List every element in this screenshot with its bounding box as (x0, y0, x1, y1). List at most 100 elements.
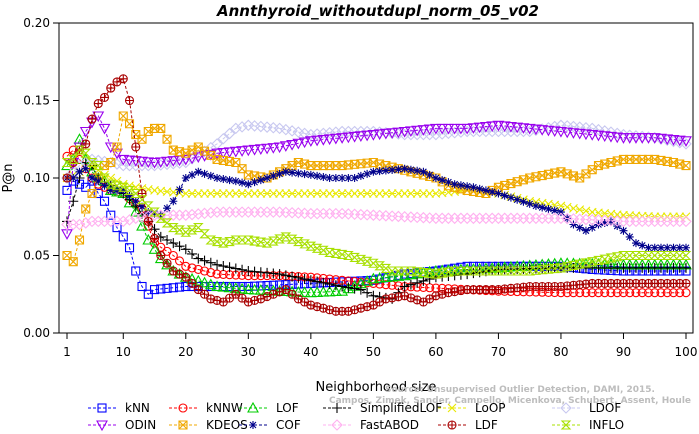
y-axis-label: P@n (1, 163, 16, 192)
point-SimplifiedLOF-18 (168, 238, 179, 249)
point-SimplifiedLOF-20 (180, 244, 191, 255)
point-INFLO-40 (305, 241, 317, 251)
point-COF-34 (269, 171, 278, 180)
y-tick-label: 0.05 (23, 249, 50, 263)
series-line-FastABOD (67, 211, 686, 225)
point-ODIN-79 (548, 126, 561, 138)
point-COF-58 (419, 167, 428, 176)
point-ODIN-30 (242, 145, 255, 157)
point-COF-30 (244, 180, 253, 189)
point-LOF-50 (367, 272, 380, 284)
point-INFLO-95 (649, 250, 661, 261)
point-INFLO-77 (536, 265, 548, 275)
point-LoOP-28 (231, 189, 241, 198)
point-SimplifiedLOF-39 (299, 274, 310, 285)
point-COF-17 (163, 204, 172, 213)
point-COF-42 (319, 172, 328, 181)
point-COF-5 (88, 174, 97, 182)
legend-label: INFLO (589, 418, 624, 432)
point-ODIN-42 (317, 135, 330, 146)
point-LoOP-45 (337, 189, 347, 198)
point-LoOP-44 (331, 189, 341, 198)
legend-marker-kNN (97, 403, 107, 413)
point-COF-62 (444, 178, 453, 187)
point-ODIN-62 (442, 123, 455, 135)
y-tick-label: 0.00 (23, 326, 50, 340)
point-COF-15 (150, 209, 159, 218)
point-LDOF-89 (611, 127, 623, 140)
point-kNN-10 (118, 232, 128, 242)
legend-label: LoOP (475, 401, 506, 415)
point-kNNW-85 (587, 288, 597, 298)
point-COF-67 (475, 184, 484, 193)
legend-marker-COF (249, 421, 257, 429)
point-COF-50 (369, 167, 378, 176)
legend-item-kNNW: kNNW (169, 401, 243, 415)
point-INFLO-99 (674, 250, 686, 261)
point-LDF-22 (193, 285, 203, 295)
point-LoOP-52 (381, 189, 391, 198)
point-INFLO-79 (549, 263, 561, 274)
point-ODIN-86 (592, 130, 605, 142)
point-COF-52 (381, 166, 390, 175)
legend-marker-ODIN (96, 420, 108, 432)
point-LDOF-43 (323, 126, 336, 139)
point-INFLO-4 (80, 148, 92, 158)
point-kNN-1 (62, 185, 72, 195)
point-LDOF-37 (286, 125, 298, 137)
point-LDF-14 (143, 216, 153, 226)
point-LoOP-48 (356, 189, 366, 198)
series-line-COF (67, 168, 686, 249)
point-ODIN-94 (642, 133, 655, 144)
point-INFLO-60 (430, 269, 442, 279)
point-COF-27 (225, 176, 234, 185)
point-ODIN-85 (586, 130, 599, 141)
legend-item-LDOF: LDOF (552, 401, 621, 415)
point-ODIN-7 (98, 123, 111, 135)
point-COF-66 (469, 183, 478, 192)
point-SimplifiedLOF-57 (412, 277, 423, 288)
point-SimplifiedLOF-31 (249, 266, 260, 277)
point-LDOF-60 (430, 128, 442, 141)
point-INFLO-20 (180, 227, 192, 237)
point-kNNW-94 (643, 288, 654, 298)
point-SimplifiedLOF-27 (224, 262, 235, 273)
point-LOF-32 (254, 284, 267, 295)
point-kNN-6 (93, 188, 103, 199)
point-SimplifiedLOF-58 (418, 275, 429, 286)
point-ODIN-41 (311, 135, 324, 147)
point-SimplifiedLOF-36 (280, 270, 291, 281)
point-LDOF-27 (223, 127, 236, 140)
point-COF-9 (113, 186, 122, 195)
point-ODIN-33 (261, 143, 274, 155)
point-INFLO-41 (311, 243, 323, 253)
point-COF-41 (313, 171, 322, 180)
point-INFLO-12 (130, 188, 142, 199)
point-COF-100 (682, 243, 690, 252)
point-ODIN-74 (517, 123, 530, 134)
point-INFLO-14 (142, 201, 154, 211)
point-ODIN-92 (630, 133, 642, 144)
legend-marker-FastABOD (331, 419, 343, 431)
point-LoOP-53 (387, 189, 397, 198)
legend-label: KDEOS (206, 418, 248, 432)
point-LoOP-27 (225, 189, 234, 198)
point-ODIN-67 (473, 122, 486, 134)
point-COF-36 (281, 167, 290, 176)
point-INFLO-45 (336, 249, 348, 260)
point-kNN-15 (149, 285, 160, 295)
legend-marker-LDOF (560, 402, 572, 414)
point-kNNW-88 (606, 288, 616, 298)
series-line-kNN (66, 180, 686, 295)
point-ODIN-37 (286, 139, 299, 151)
point-COF-51 (375, 167, 384, 176)
point-SimplifiedLOF-46 (343, 282, 354, 293)
point-ODIN-96 (655, 133, 667, 145)
point-INFLO-97 (661, 250, 673, 261)
series-COF (63, 164, 690, 252)
point-COF-63 (450, 180, 459, 189)
point-INFLO-80 (555, 263, 567, 273)
legend-marker-INFLO (560, 420, 572, 430)
point-INFLO-6 (92, 161, 104, 171)
point-ODIN-4 (79, 126, 92, 138)
